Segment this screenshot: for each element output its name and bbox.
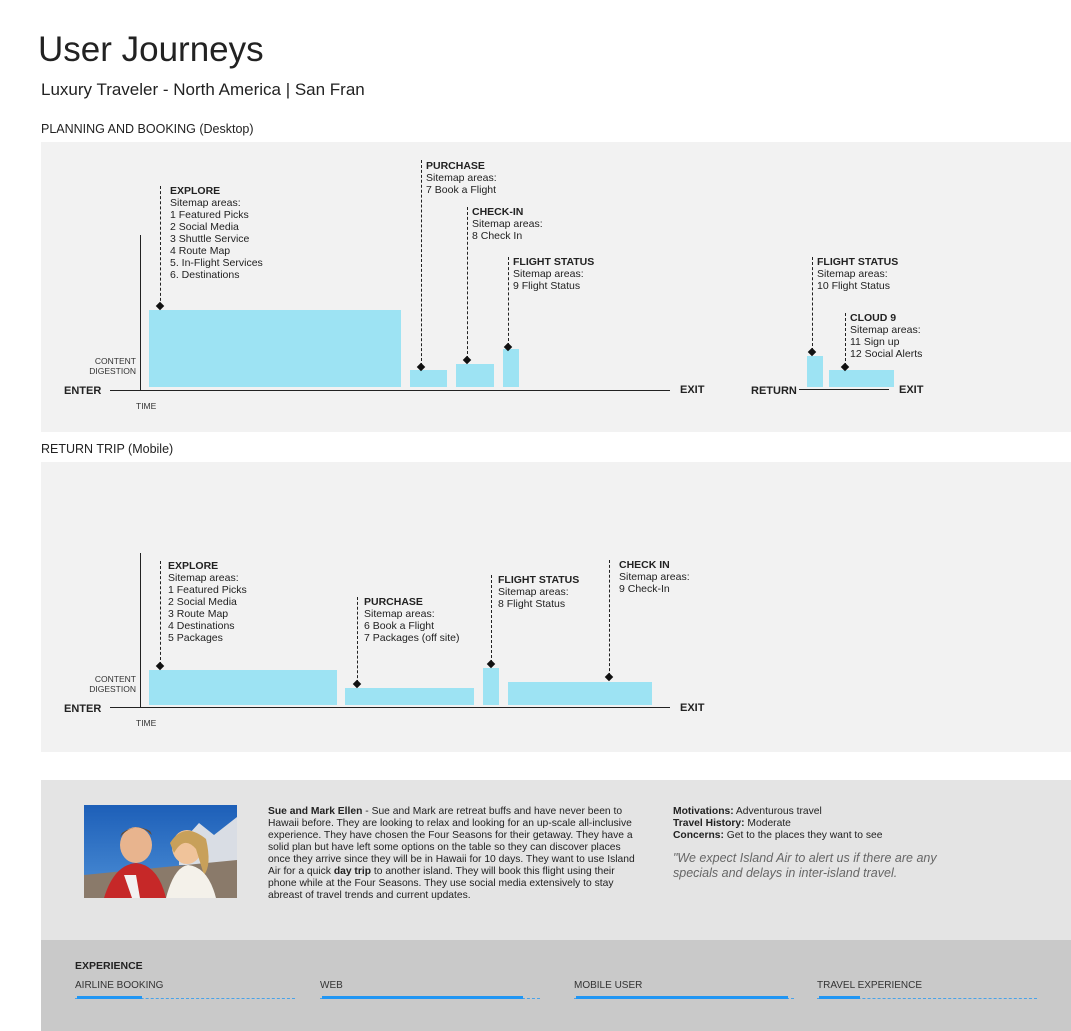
persona-concerns: Concerns: Get to the places they want to…	[673, 830, 883, 841]
planning-return-flight-status-bar	[807, 356, 823, 387]
experience-level-bar-1	[322, 996, 523, 999]
return-trip-y-axis	[140, 553, 141, 708]
return-trip-section-title: RETURN TRIP (Mobile)	[41, 442, 174, 456]
experience-panel: EXPERIENCE	[41, 940, 1071, 1031]
experience-track-3	[817, 998, 1037, 999]
persona-bio: Sue and Mark Ellen - Sue and Mark are re…	[268, 806, 635, 901]
return-trip-enter-label: ENTER	[64, 703, 102, 715]
planning-y-axis	[140, 235, 141, 391]
persona-travel-history: Travel History: Moderate	[673, 818, 791, 829]
experience-track-0	[75, 998, 295, 999]
planning-checkin-leader	[467, 207, 468, 359]
planning-enter-label: ENTER	[64, 385, 102, 397]
return-trip-checkin-annotation: CHECK IN Sitemap areas: 9 Check-In	[619, 559, 690, 595]
experience-label-1: WEB	[320, 980, 343, 991]
planning-section-title: PLANNING AND BOOKING (Desktop)	[41, 122, 254, 136]
experience-label-0: AIRLINE BOOKING	[75, 980, 164, 991]
return-trip-purchase-annotation: PURCHASE Sitemap areas: 6 Book a Flight …	[364, 596, 460, 644]
return-trip-x-axis	[110, 707, 670, 708]
return-trip-explore-annotation: EXPLORE Sitemap areas: 1 Featured Picks …	[168, 560, 247, 644]
experience-level-bar-3	[819, 996, 860, 999]
experience-level-bar-0	[77, 996, 142, 999]
return-trip-flight-status-bar	[483, 668, 499, 705]
planning-flight-status-leader	[508, 257, 509, 346]
return-trip-flight-status-leader	[491, 575, 492, 663]
persona-panel: Sue and Mark Ellen - Sue and Mark are re…	[41, 780, 1071, 940]
planning-cloud9-bar	[829, 370, 894, 387]
planning-return-flight-status-annotation: FLIGHT STATUS Sitemap areas: 10 Flight S…	[817, 256, 899, 292]
persona-motivations: Motivations: Adventurous travel	[673, 806, 822, 817]
experience-title: EXPERIENCE	[75, 960, 143, 972]
planning-checkin-bar	[456, 364, 494, 387]
planning-explore-annotation: EXPLORE Sitemap areas: 1 Featured Picks …	[170, 185, 263, 281]
persona-attributes: Motivations: Adventurous travel Travel H…	[673, 806, 993, 842]
planning-return-axis	[799, 389, 889, 390]
return-trip-checkin-leader	[609, 560, 610, 676]
planning-cloud9-leader	[845, 313, 846, 366]
return-trip-checkin-bar	[508, 682, 652, 705]
experience-label-2: MOBILE USER	[574, 980, 643, 991]
planning-cloud9-annotation: CLOUD 9 Sitemap areas: 11 Sign up 12 Soc…	[850, 312, 923, 360]
return-trip-flight-status-annotation: FLIGHT STATUS Sitemap areas: 8 Flight St…	[498, 574, 580, 610]
experience-level-bar-2	[576, 996, 788, 999]
persona-name: Sue and Mark Ellen	[268, 806, 363, 817]
return-trip-explore-leader	[160, 561, 161, 665]
planning-checkin-annotation: CHECK-IN Sitemap areas: 8 Check In	[472, 206, 543, 242]
planning-flight-status-annotation: FLIGHT STATUS Sitemap areas: 9 Flight St…	[513, 256, 595, 292]
planning-x-axis	[110, 390, 670, 391]
persona-photo	[84, 805, 237, 898]
planning-exit-label: EXIT	[680, 384, 705, 396]
return-trip-purchase-leader	[357, 597, 358, 683]
return-trip-time-label: TIME	[136, 718, 157, 728]
planning-time-label: TIME	[136, 401, 157, 411]
return-trip-explore-bar	[149, 670, 337, 705]
planning-return-label: RETURN	[751, 385, 797, 397]
planning-purchase-bar	[410, 370, 447, 387]
return-trip-purchase-bar	[345, 688, 474, 705]
planning-flight-status-bar	[503, 349, 519, 387]
planning-explore-leader	[160, 186, 161, 306]
planning-content-digestion-label: CONTENT DIGESTION	[89, 356, 136, 376]
planning-explore-bar	[149, 310, 401, 387]
experience-label-3: TRAVEL EXPERIENCE	[817, 980, 923, 991]
planning-purchase-annotation: PURCHASE Sitemap areas: 7 Book a Flight	[426, 160, 497, 196]
planning-purchase-leader	[421, 160, 422, 366]
return-trip-exit-label: EXIT	[680, 702, 705, 714]
planning-return-flight-status-leader	[812, 257, 813, 351]
page-subtitle: Luxury Traveler - North America | San Fr…	[41, 80, 365, 99]
page-title: User Journeys	[38, 30, 264, 69]
planning-return-exit-label: EXIT	[899, 384, 924, 396]
return-trip-content-digestion-label: CONTENT DIGESTION	[89, 674, 136, 694]
persona-quote: "We expect Island Air to alert us if the…	[673, 851, 937, 880]
